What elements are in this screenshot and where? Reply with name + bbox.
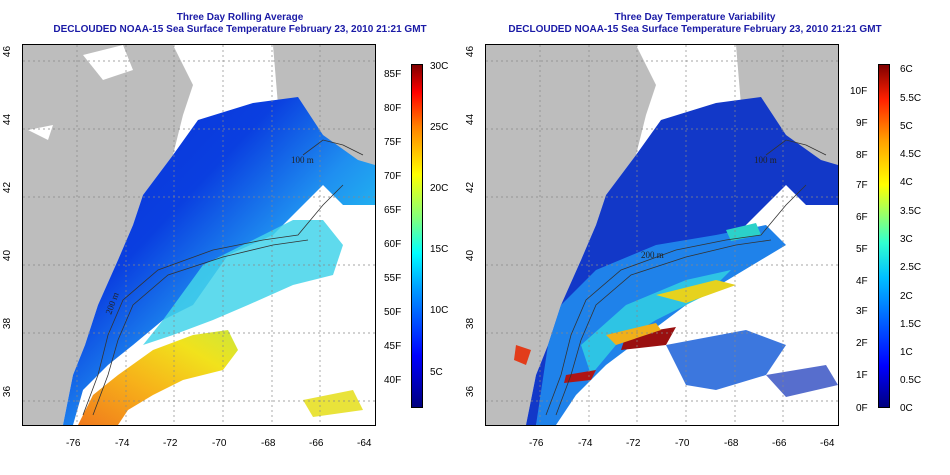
colorbar-f-label: 5F [856, 244, 868, 255]
colorbar-c-label: 20C [430, 183, 449, 194]
lon-tick--70: -70 [212, 438, 227, 449]
colorbar-c-label: 5C [430, 367, 443, 378]
colorbar-c-label: 10C [430, 305, 449, 316]
lon-tick--68: -68 [724, 438, 739, 449]
lon-tick--66: -66 [309, 438, 324, 449]
colorbar-f-label: 1F [856, 370, 868, 381]
lon-tick--72: -72 [626, 438, 641, 449]
lon-tick--76: -76 [66, 438, 81, 449]
colorbar-c-label: 0.5C [900, 375, 922, 386]
colorbar-c-label: 3C [900, 234, 913, 245]
lon-tick--72: -72 [163, 438, 178, 449]
colorbar-f-label: 2F [856, 338, 868, 349]
sst-map: 100 m 200 m [22, 44, 376, 426]
colorbar-f-label: 65F [384, 205, 402, 216]
colorbar-f-label: 7F [856, 180, 868, 191]
colorbar-c-label: 15C [430, 244, 449, 255]
lat-tick-40: 40 [465, 249, 477, 262]
colorbar-f-label: 85F [384, 69, 402, 80]
lon-tick--74: -74 [578, 438, 593, 449]
colorbar-c-label: 25C [430, 122, 449, 133]
map-subtitle: DECLOUDED NOAA-15 Sea Surface Temperatur… [53, 24, 427, 35]
variability-map: 100 m 200 m [485, 44, 839, 426]
lat-tick-46: 46 [465, 45, 477, 58]
map-title: Three Day Rolling Average [176, 12, 304, 23]
variability-map-image: 100 m 200 m [486, 45, 838, 425]
lon-tick--64: -64 [820, 438, 835, 449]
lat-tick-42: 42 [2, 181, 14, 194]
colorbar-f-label: 80F [384, 103, 402, 114]
lat-tick-40: 40 [2, 249, 14, 262]
colorbar-c-label: 2.5C [900, 262, 922, 273]
lon-tick--70: -70 [675, 438, 690, 449]
lat-tick-36: 36 [2, 385, 14, 398]
colorbar-c-label: 3.5C [900, 206, 922, 217]
variability-colorbar [878, 64, 890, 408]
colorbar-f-label: 70F [384, 171, 402, 182]
lon-tick--76: -76 [529, 438, 544, 449]
colorbar-f-label: 75F [384, 137, 402, 148]
lat-tick-46: 46 [2, 45, 14, 58]
lon-tick--66: -66 [772, 438, 787, 449]
map-subtitle: DECLOUDED NOAA-15 Sea Surface Temperatur… [508, 24, 882, 35]
lat-tick-42: 42 [465, 181, 477, 194]
colorbar-f-label: 0F [856, 403, 868, 414]
colorbar-c-label: 1.5C [900, 319, 922, 330]
colorbar-f-label: 3F [856, 306, 868, 317]
lon-tick--68: -68 [261, 438, 276, 449]
lat-tick-44: 44 [2, 113, 14, 126]
temperature-colorbar [411, 64, 423, 408]
colorbar-f-label: 45F [384, 341, 402, 352]
colorbar-f-label: 10F [850, 86, 868, 97]
contour-label-100m: 100 m [291, 155, 314, 165]
colorbar-c-label: 6C [900, 64, 913, 75]
colorbar-c-label: 4C [900, 177, 913, 188]
colorbar-c-label: 5.5C [900, 93, 922, 104]
lat-tick-38: 38 [2, 317, 14, 330]
lat-tick-44: 44 [465, 113, 477, 126]
colorbar-f-label: 4F [856, 276, 868, 287]
lat-tick-38: 38 [465, 317, 477, 330]
colorbar-f-label: 50F [384, 307, 402, 318]
contour-label-100m: 100 m [754, 155, 777, 165]
colorbar-f-label: 40F [384, 375, 402, 386]
contour-label-200m: 200 m [641, 250, 664, 260]
colorbar-f-label: 6F [856, 212, 868, 223]
colorbar-f-label: 9F [856, 118, 868, 129]
colorbar-f-label: 60F [384, 239, 402, 250]
colorbar-c-label: 2C [900, 291, 913, 302]
lon-tick--74: -74 [115, 438, 130, 449]
lat-tick-36: 36 [465, 385, 477, 398]
colorbar-c-label: 1C [900, 347, 913, 358]
colorbar-c-label: 4.5C [900, 149, 922, 160]
colorbar-c-label: 0C [900, 403, 913, 414]
sst-map-image: 100 m 200 m [23, 45, 375, 425]
colorbar-f-label: 8F [856, 150, 868, 161]
colorbar-c-label: 5C [900, 121, 913, 132]
map-title: Three Day Temperature Variability [614, 12, 776, 23]
colorbar-f-label: 55F [384, 273, 402, 284]
lon-tick--64: -64 [357, 438, 372, 449]
colorbar-c-label: 30C [430, 61, 449, 72]
